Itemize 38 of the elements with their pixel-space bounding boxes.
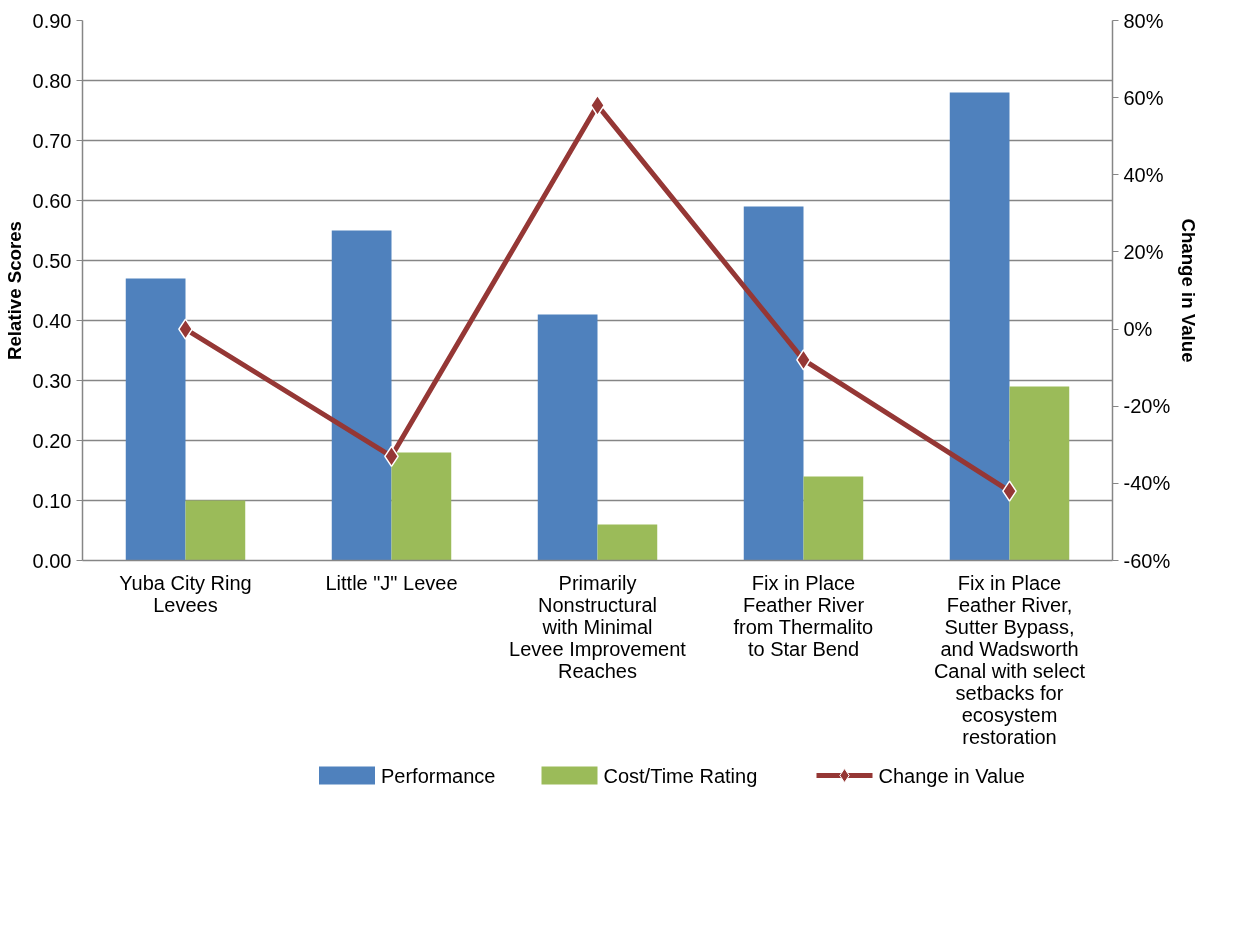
y-tick-label: 0.10: [32, 489, 72, 512]
x-tick-label: Fix in Place Feather River from Thermalito to Star Bend: [733, 571, 874, 660]
y-tick-label: 0.20: [32, 429, 72, 452]
legend-label: Cost/Time Rating: [603, 764, 758, 787]
bar: [597, 524, 658, 561]
x-tick-label: Yuba City Ring Levees: [119, 571, 252, 616]
legend-label: Change in Value: [878, 764, 1025, 787]
y2-tick-label: 0%: [1123, 318, 1153, 341]
y2-tick-label: -40%: [1123, 472, 1171, 495]
bar: [125, 278, 186, 561]
bar: [1009, 386, 1070, 561]
legend-label: Performance: [381, 764, 496, 787]
y2-tick-label: -60%: [1123, 549, 1171, 572]
x-tick-label: Fix in Place Feather River, Sutter Bypass, and Wadsworth Canal with select setbacks for ecosystem restoration: [933, 571, 1086, 748]
bar: [743, 206, 804, 561]
y2-tick-label: 60%: [1123, 86, 1164, 109]
bar: [331, 230, 392, 561]
y-axis-title: Relative Scores: [3, 221, 25, 360]
x-tick-label: Primarily Nonstructural with Minimal Levee Improvement Reaches: [509, 571, 687, 682]
y-tick-label: 0.50: [32, 249, 72, 272]
bar: [803, 476, 864, 561]
x-tick-label: Little "J" Levee: [325, 571, 458, 594]
y-tick-label: 0.40: [32, 309, 72, 332]
y2-axis-title: Change in Value: [1178, 218, 1200, 363]
bar: [391, 452, 452, 561]
y2-tick-label: 40%: [1123, 163, 1164, 186]
bar: [185, 500, 246, 561]
y-tick-label: 0.30: [32, 369, 72, 392]
bar: [949, 92, 1010, 561]
y-tick-label: 0.00: [32, 549, 72, 572]
y-tick-label: 0.80: [32, 69, 72, 92]
y2-tick-label: 80%: [1123, 9, 1164, 32]
y2-tick-label: -20%: [1123, 395, 1171, 418]
y-tick-label: 0.60: [32, 189, 72, 212]
bar: [537, 314, 598, 561]
y-tick-label: 0.70: [32, 129, 72, 152]
y2-tick-label: 20%: [1123, 240, 1164, 263]
y-tick-label: 0.90: [32, 9, 72, 32]
